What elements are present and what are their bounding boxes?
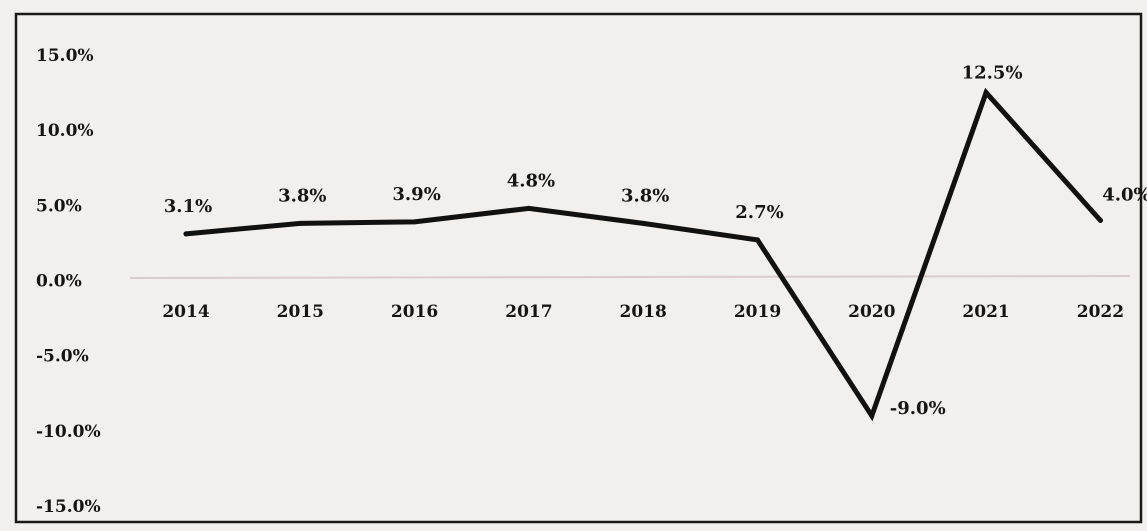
data-label: 3.1% — [164, 196, 212, 217]
x-axis-category-labels: 2014 2015 2016 2017 2018 2019 2020 2021 2022 — [162, 302, 1124, 322]
data-point — [869, 413, 874, 418]
data-label: -9.0% — [890, 398, 946, 419]
y-tick-label: -5.0% — [36, 347, 89, 367]
data-label: 4.0% — [1102, 184, 1147, 205]
data-point — [184, 231, 189, 236]
x-category-label: 2016 — [391, 302, 438, 322]
data-labels: 3.1% 3.8% 3.9% 4.8% 3.8% 2.7% -9.0% 12.5% 4.0% — [164, 63, 1147, 419]
y-tick-label: -10.0% — [36, 422, 101, 442]
data-point — [984, 90, 989, 95]
data-label: 3.8% — [621, 185, 669, 206]
data-point — [755, 237, 760, 242]
data-point — [298, 221, 303, 226]
x-category-label: 2021 — [962, 302, 1009, 322]
data-point — [412, 219, 417, 224]
data-point — [1098, 218, 1103, 223]
series-line — [186, 93, 1100, 416]
x-category-label: 2019 — [734, 302, 781, 322]
y-tick-label: 5.0% — [36, 196, 82, 216]
data-series — [184, 90, 1103, 418]
y-tick-label: 15.0% — [36, 46, 94, 66]
y-tick-label: 0.0% — [36, 272, 82, 292]
data-label: 2.7% — [735, 202, 783, 223]
x-category-label: 2018 — [620, 302, 667, 322]
data-label: 3.9% — [392, 184, 440, 205]
x-category-label: 2015 — [277, 302, 324, 322]
x-category-label: 2014 — [162, 302, 209, 322]
chart-border — [16, 14, 1141, 522]
data-point — [641, 221, 646, 226]
x-category-label: 2020 — [848, 302, 895, 322]
data-label: 3.8% — [278, 185, 326, 206]
data-label: 12.5% — [962, 63, 1023, 84]
data-point — [526, 206, 531, 211]
y-tick-label: 10.0% — [36, 121, 94, 141]
zero-axis-line — [130, 276, 1130, 278]
y-tick-label: -15.0% — [36, 497, 101, 517]
x-category-label: 2017 — [505, 302, 552, 322]
x-category-label: 2022 — [1077, 302, 1124, 322]
y-axis-tick-labels: 15.0% 10.0% 5.0% 0.0% -5.0% -10.0% -15.0% — [36, 46, 101, 517]
data-label: 4.8% — [507, 170, 555, 191]
